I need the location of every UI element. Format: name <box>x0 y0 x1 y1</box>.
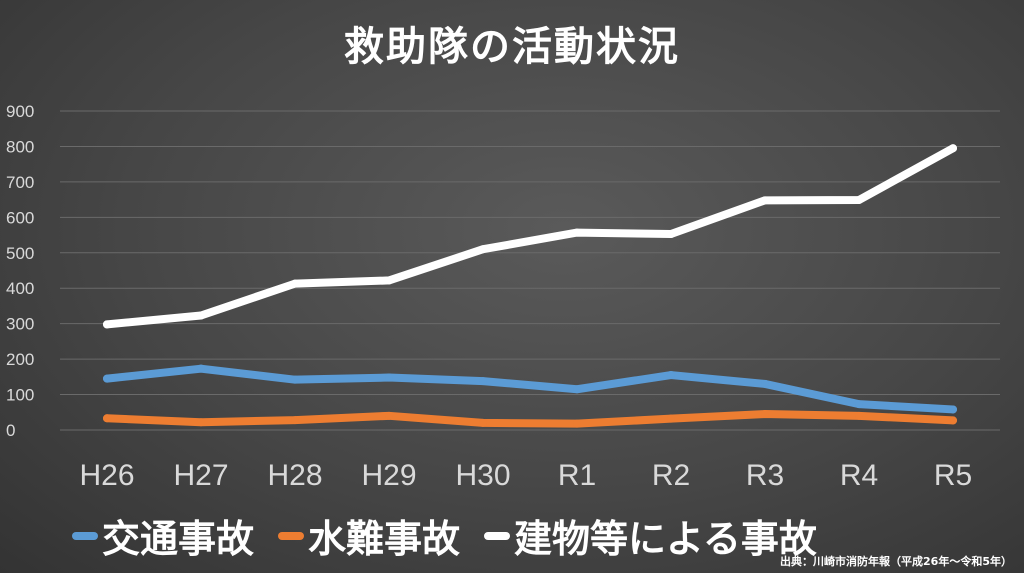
data-point <box>573 228 581 237</box>
data-point <box>949 144 957 153</box>
data-point <box>197 418 205 427</box>
data-point <box>197 311 205 320</box>
legend-label-water: 水難事故 <box>308 517 461 561</box>
data-point <box>949 405 957 414</box>
data-point <box>197 364 205 373</box>
y-tick-label: 500 <box>6 244 34 263</box>
data-point <box>291 279 299 288</box>
legend-label-building: 建物等による事故 <box>514 517 817 561</box>
data-point <box>479 377 487 386</box>
series-line-1 <box>103 410 957 428</box>
data-point <box>855 411 863 420</box>
x-tick-label: H26 <box>79 459 134 492</box>
y-tick-label: 700 <box>6 173 34 192</box>
data-point <box>761 410 769 419</box>
data-point <box>385 411 393 420</box>
data-point <box>291 416 299 425</box>
data-point <box>667 229 675 238</box>
source-note: 出典：川崎市消防年報（平成26年～令和5年） <box>780 555 1012 568</box>
legend-label-traffic: 交通事故 <box>102 517 255 561</box>
data-point <box>385 373 393 382</box>
data-point <box>667 371 675 380</box>
x-tick-label: R3 <box>746 459 784 492</box>
y-tick-label: 200 <box>6 350 34 369</box>
series-line-0 <box>103 364 957 414</box>
data-point <box>103 414 111 423</box>
x-tick-label: H28 <box>267 459 322 492</box>
data-point <box>103 374 111 383</box>
x-tick-label: R1 <box>558 459 596 492</box>
data-point <box>479 418 487 427</box>
y-tick-label: 600 <box>6 208 34 227</box>
legend-item-water: 水難事故 <box>278 508 460 563</box>
legend-swatch-building <box>484 531 511 540</box>
data-point <box>479 245 487 254</box>
data-point <box>573 419 581 428</box>
data-point <box>103 320 111 329</box>
chart-title: 救助隊の活動状況 <box>344 24 680 70</box>
series-line-2 <box>103 144 957 329</box>
legend: 交通事故 水難事故 建物等による事故 <box>72 508 841 563</box>
x-tick-label: R2 <box>652 459 690 492</box>
legend-item-traffic: 交通事故 <box>72 508 254 563</box>
y-tick-label: 900 <box>6 102 34 121</box>
data-point <box>855 195 863 204</box>
data-point <box>573 385 581 394</box>
y-tick-label: 400 <box>6 279 34 298</box>
data-point <box>291 375 299 384</box>
data-point <box>761 379 769 388</box>
y-tick-label: 300 <box>6 315 34 334</box>
data-point <box>385 276 393 285</box>
legend-item-building: 建物等による事故 <box>484 508 817 563</box>
legend-swatch-water <box>278 531 305 540</box>
legend-swatch-traffic <box>72 531 98 540</box>
x-tick-label: H30 <box>455 459 510 492</box>
y-tick-label: 0 <box>6 421 15 440</box>
y-tick-label: 100 <box>6 386 34 405</box>
x-tick-label: R5 <box>934 459 972 492</box>
data-point <box>761 196 769 205</box>
y-tick-label: 800 <box>6 137 34 156</box>
data-point <box>667 414 675 423</box>
x-tick-label: H27 <box>173 459 228 492</box>
x-tick-label: R4 <box>840 459 878 492</box>
data-point <box>949 416 957 425</box>
x-tick-label: H29 <box>361 459 416 492</box>
data-point <box>855 400 863 409</box>
